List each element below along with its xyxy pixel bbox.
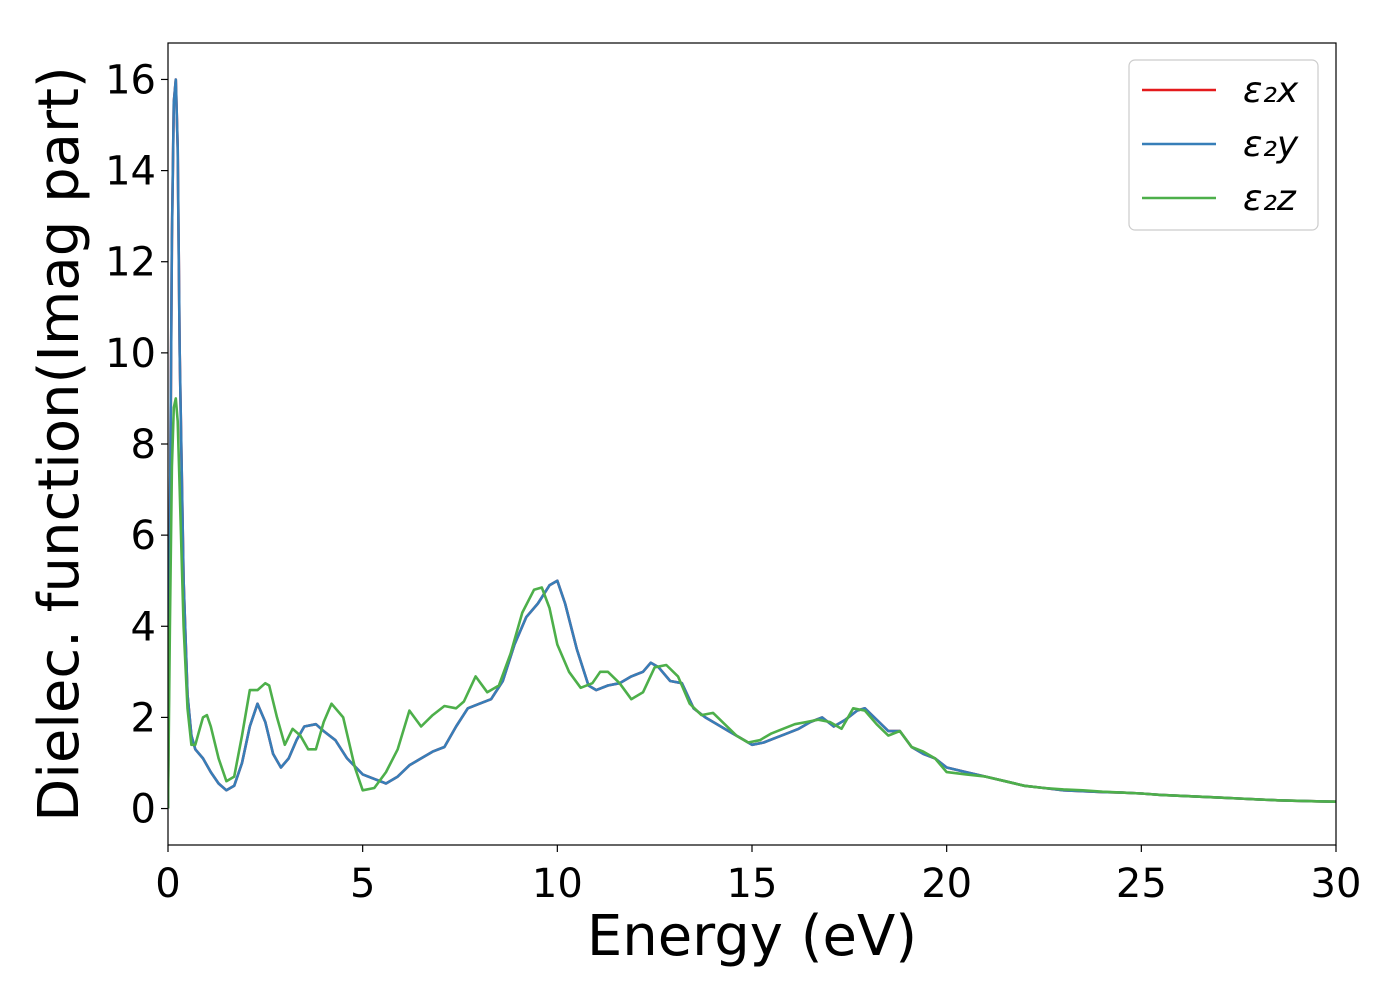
y-tick-label: 14 (105, 149, 156, 195)
y-tick-label: 10 (105, 331, 156, 377)
legend-label: ε₂z (1243, 178, 1297, 219)
y-tick-label: 6 (131, 513, 156, 559)
x-tick-label: 30 (1311, 861, 1362, 907)
y-tick-label: 8 (131, 422, 156, 468)
legend: ε₂x ε₂y ε₂z (1128, 59, 1319, 231)
series-layer (168, 78, 1336, 809)
x-tick-label: 25 (1116, 861, 1167, 907)
x-tick-label: 20 (921, 861, 972, 907)
y-tick-label: 12 (105, 240, 156, 286)
x-tick-label: 0 (155, 861, 180, 907)
y-axis-title: Dielec. function(Imag part) (27, 66, 92, 822)
y-axis: 0 2 4 6 8 10 12 14 16 (105, 57, 168, 833)
legend-box (1128, 59, 1319, 231)
y-tick-label: 2 (131, 695, 156, 741)
y-tick-label: 4 (131, 604, 156, 650)
y-tick-label: 0 (131, 787, 156, 833)
series-line-3 (168, 397, 1336, 809)
x-tick-label: 15 (727, 861, 778, 907)
x-axis-title: Energy (eV) (587, 904, 917, 969)
x-tick-label: 5 (350, 861, 375, 907)
legend-label: ε₂y (1243, 124, 1299, 165)
x-axis: 0 5 10 15 20 25 30 (155, 845, 1361, 907)
x-tick-label: 10 (532, 861, 583, 907)
y-tick-label: 16 (105, 57, 156, 103)
legend-label: ε₂x (1243, 70, 1299, 111)
